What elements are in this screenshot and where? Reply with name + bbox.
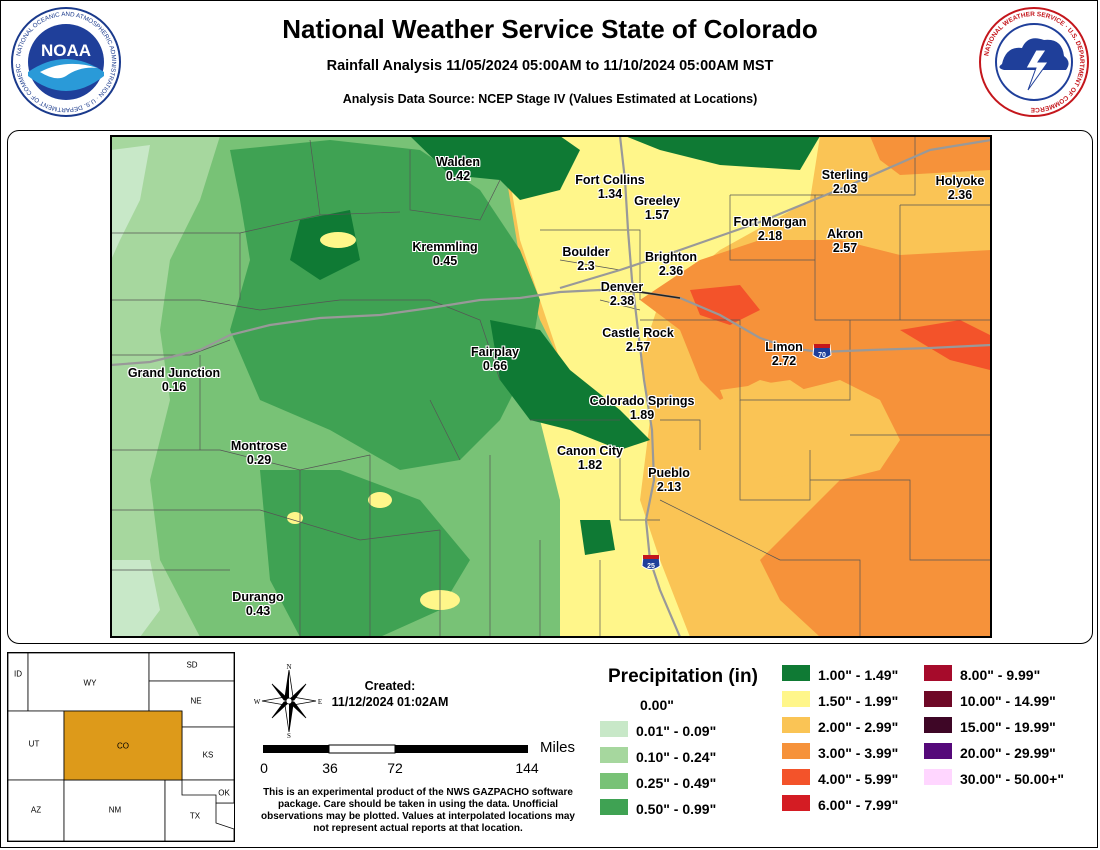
scale-tick-0: 0 (260, 760, 268, 776)
inset-label-sd: SD (186, 660, 198, 670)
city-label-holyoke: Holyoke 2.36 (935, 174, 985, 202)
city-label-akron: Akron 2.57 (826, 227, 864, 255)
nws-logo: NATIONAL WEATHER SERVICE · U.S. DEPARTME… (979, 7, 1089, 117)
city-label-pueblo: Pueblo 2.13 (648, 466, 690, 494)
locator-inset-svg (7, 652, 235, 842)
city-label-grand-junction: Grand Junction 0.16 (127, 366, 221, 394)
legend-swatch (924, 665, 952, 681)
inset-label-ut: UT (28, 739, 40, 749)
analysis-period: Rainfall Analysis 11/05/2024 05:00AM to … (326, 58, 774, 74)
legend-label: 0.50" - 0.99" (636, 801, 717, 817)
city-label-brighton: Brighton 2.36 (644, 250, 698, 278)
legend-label: 20.00" - 29.99" (960, 745, 1056, 761)
legend-label: 15.00" - 19.99" (960, 719, 1056, 735)
legend-swatch (782, 717, 810, 733)
scale-tick-72: 72 (387, 760, 403, 776)
city-label-boulder: Boulder 2.3 (562, 245, 610, 273)
legend-title: Precipitation (in) (608, 666, 758, 687)
scale-tick-144: 144 (515, 760, 539, 776)
scale-tick-36: 36 (322, 760, 338, 776)
city-label-greeley: Greeley 1.57 (634, 194, 680, 222)
inset-label-ne: NE (190, 696, 202, 706)
city-label-fort-collins: Fort Collins 1.34 (575, 173, 645, 201)
legend-label: 0.25" - 0.49" (636, 775, 717, 791)
city-label-castle-rock: Castle Rock 2.57 (602, 326, 674, 354)
inset-label-ok: OK (218, 788, 230, 798)
legend-swatch (600, 773, 628, 789)
compass-rose: N S W E (254, 664, 322, 738)
scale-bar (263, 744, 528, 754)
city-label-kremmling: Kremmling 0.45 (412, 240, 478, 268)
created-timestamp: 11/12/2024 01:02AM (331, 695, 449, 709)
legend-swatch (924, 769, 952, 785)
inset-label-nm: NM (108, 805, 122, 815)
scale-unit: Miles (540, 739, 576, 756)
legend-label: 10.00" - 14.99" (960, 693, 1056, 709)
inset-label-wy: WY (83, 678, 97, 688)
compass-e: E (318, 698, 322, 706)
legend-swatch (782, 743, 810, 759)
legend-label: 30.00" - 50.00+" (960, 771, 1064, 787)
inset-state-id (7, 652, 29, 712)
city-label-colorado-springs: Colorado Springs 1.89 (589, 394, 695, 422)
city-label-montrose: Montrose 0.29 (230, 439, 288, 467)
disclaimer-text: This is an experimental product of the N… (261, 787, 575, 834)
compass-s: S (287, 732, 291, 738)
legend-label: 2.00" - 2.99" (818, 719, 899, 735)
inset-state-co (63, 710, 183, 781)
noaa-logo-text: NOAA (41, 41, 91, 60)
locator-inset-map: ID WY SD NE UT CO KS AZ NM TX OK (7, 652, 235, 842)
city-label-canon-city: Canon City 1.82 (557, 444, 623, 472)
city-label-durango: Durango 0.43 (232, 590, 284, 618)
city-label-walden: Walden 0.42 (436, 155, 480, 183)
legend-label: 1.00" - 1.49" (818, 667, 899, 683)
city-label-fairplay: Fairplay 0.66 (471, 345, 519, 373)
legend-label: 3.00" - 3.99" (818, 745, 899, 761)
page-title: National Weather Service State of Colora… (282, 14, 818, 44)
city-label-fort-morgan: Fort Morgan 2.18 (733, 215, 807, 243)
legend-swatch (924, 691, 952, 707)
city-label-denver: Denver 2.38 (600, 280, 644, 308)
legend-label: 0.10" - 0.24" (636, 749, 717, 765)
inset-label-tx: TX (189, 811, 201, 821)
legend-label: 0.01" - 0.09" (636, 723, 717, 739)
inset-label-id: ID (14, 669, 22, 679)
legend-label: 0.00" (640, 697, 674, 713)
compass-w: W (254, 698, 261, 706)
inset-label-co: CO (117, 741, 129, 751)
legend-swatch (600, 721, 628, 737)
legend-swatch (924, 717, 952, 733)
data-source: Analysis Data Source: NCEP Stage IV (Val… (342, 92, 758, 106)
legend-swatch (600, 747, 628, 763)
legend-swatch (600, 799, 628, 815)
legend-label: 4.00" - 5.99" (818, 771, 899, 787)
legend-swatch (782, 665, 810, 681)
noaa-logo: NATIONAL OCEANIC AND ATMOSPHERIC ADMINIS… (10, 6, 121, 117)
legend-swatch (924, 743, 952, 759)
legend-label: 8.00" - 9.99" (960, 667, 1041, 683)
inset-label-az: AZ (30, 805, 42, 815)
inset-label-ks: KS (202, 750, 214, 760)
legend-swatch (782, 769, 810, 785)
city-label-limon: Limon 2.72 (765, 340, 803, 368)
legend-swatch (782, 795, 810, 811)
legend-swatch (782, 691, 810, 707)
city-label-sterling: Sterling 2.03 (821, 168, 869, 196)
legend-label: 1.50" - 1.99" (818, 693, 899, 709)
legend-label: 6.00" - 7.99" (818, 797, 899, 813)
created-label: Created: (364, 679, 416, 693)
compass-n: N (286, 664, 291, 671)
